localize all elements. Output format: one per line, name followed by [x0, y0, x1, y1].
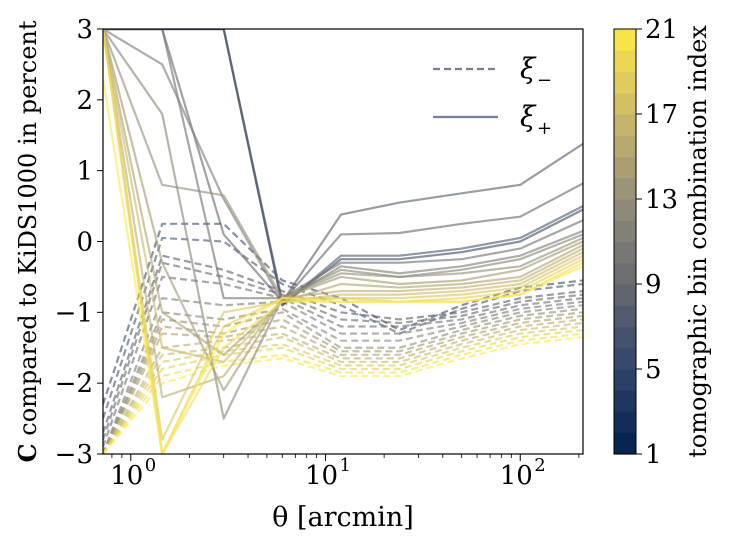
y-axis-label: C compared to KiDS1000 in percent	[13, 20, 42, 462]
xi-minus-line-7	[103, 236, 583, 419]
xi-minus-line-8	[103, 254, 583, 434]
xi-minus-line-12	[103, 304, 583, 454]
colorbar-segment	[614, 390, 636, 413]
colorbar-segment	[614, 220, 636, 243]
colorbar-tick-label: 1	[645, 440, 662, 470]
xi-plus-line-12	[103, 29, 583, 420]
xi-minus-line-11	[103, 297, 583, 454]
x-tick-label: 10	[110, 461, 143, 491]
colorbar-segment	[614, 92, 636, 115]
colorbar-segment	[614, 284, 636, 306]
xi-minus-line-19	[103, 328, 583, 454]
xi-plus-line-8	[103, 29, 583, 303]
y-tick-label: 3	[76, 15, 93, 45]
xi-plus-line-6	[103, 29, 583, 307]
colorbar-segment	[614, 50, 636, 73]
y-tick-label: −3	[55, 440, 93, 470]
y-tick-label: 1	[76, 157, 93, 187]
colorbar-segment	[614, 411, 636, 434]
colorbar: 1 5 9 13 17 21	[613, 15, 678, 470]
xi-minus-line-9	[103, 261, 583, 441]
xi-plus-line-11	[103, 29, 583, 303]
xi-plus-line-9	[103, 29, 583, 303]
colorbar-tick-label: 17	[645, 100, 678, 130]
colorbar-segment	[614, 305, 636, 328]
legend-label: ξ	[520, 52, 537, 85]
colorbar-segment	[614, 326, 636, 349]
colorbar-segment	[614, 199, 636, 221]
xi-plus-line-21	[103, 78, 583, 454]
xi-plus-line-14	[103, 29, 583, 392]
colorbar-frame	[613, 28, 637, 455]
xi-minus-line-6	[103, 222, 583, 405]
xi-plus-line-16	[103, 29, 583, 399]
x-axis-label: θ [arcmin]	[272, 502, 414, 533]
colorbar-tick-label: 13	[645, 185, 678, 215]
colorbar-segment	[614, 135, 636, 158]
colorbar-segment	[614, 114, 636, 136]
colorbar-tick-label: 21	[645, 15, 678, 45]
colorbar-segment	[614, 369, 636, 391]
colorbar-segment	[614, 262, 636, 285]
series-layer	[103, 29, 583, 454]
legend: ξ −ξ +	[433, 52, 552, 139]
colorbar-segment	[614, 29, 636, 51]
colorbar-segment	[614, 432, 636, 455]
colorbar-segment	[614, 241, 636, 264]
y-axis-label-text: compared to KiDS1000 in percent	[14, 20, 42, 436]
xi-minus-line-18	[103, 325, 583, 454]
y-tick-label: 2	[76, 86, 93, 116]
xi-plus-line-15	[103, 29, 583, 356]
legend-label-sub: −	[537, 70, 552, 91]
y-tick-label: 0	[76, 228, 93, 258]
xi-plus-line-17	[103, 29, 583, 364]
y-tick-label: −2	[55, 369, 93, 399]
xi-minus-line-21	[103, 336, 583, 454]
xi-minus-line-15	[103, 314, 583, 454]
xi-minus-line-13	[103, 307, 583, 454]
colorbar-label: tomographic bin combination index	[684, 25, 712, 458]
colorbar-tick-label: 9	[645, 270, 662, 300]
x-tick-label: 10	[500, 461, 533, 491]
x-tick-exponent: 1	[340, 455, 351, 476]
colorbar-segment	[614, 156, 636, 179]
colorbar-segment	[614, 71, 636, 94]
colorbar-segment	[614, 347, 636, 370]
xi-minus-line-20	[103, 332, 583, 454]
x-tick-label: 10	[305, 461, 338, 491]
y-axis-label-bold: C	[13, 443, 42, 462]
x-tick-exponent: 2	[534, 455, 545, 476]
legend-label: ξ	[520, 100, 537, 133]
xi-plus-line-13	[103, 29, 583, 300]
xi-minus-line-10	[103, 275, 583, 448]
x-tick-exponent: 0	[145, 455, 156, 476]
xi-plus-line-7	[103, 29, 583, 307]
xi-plus-line-10	[103, 29, 583, 300]
colorbar-segment	[614, 177, 636, 200]
legend-label-sub: +	[537, 118, 552, 139]
y-tick-label: −1	[55, 298, 93, 328]
colorbar-tick-label: 5	[645, 355, 662, 385]
